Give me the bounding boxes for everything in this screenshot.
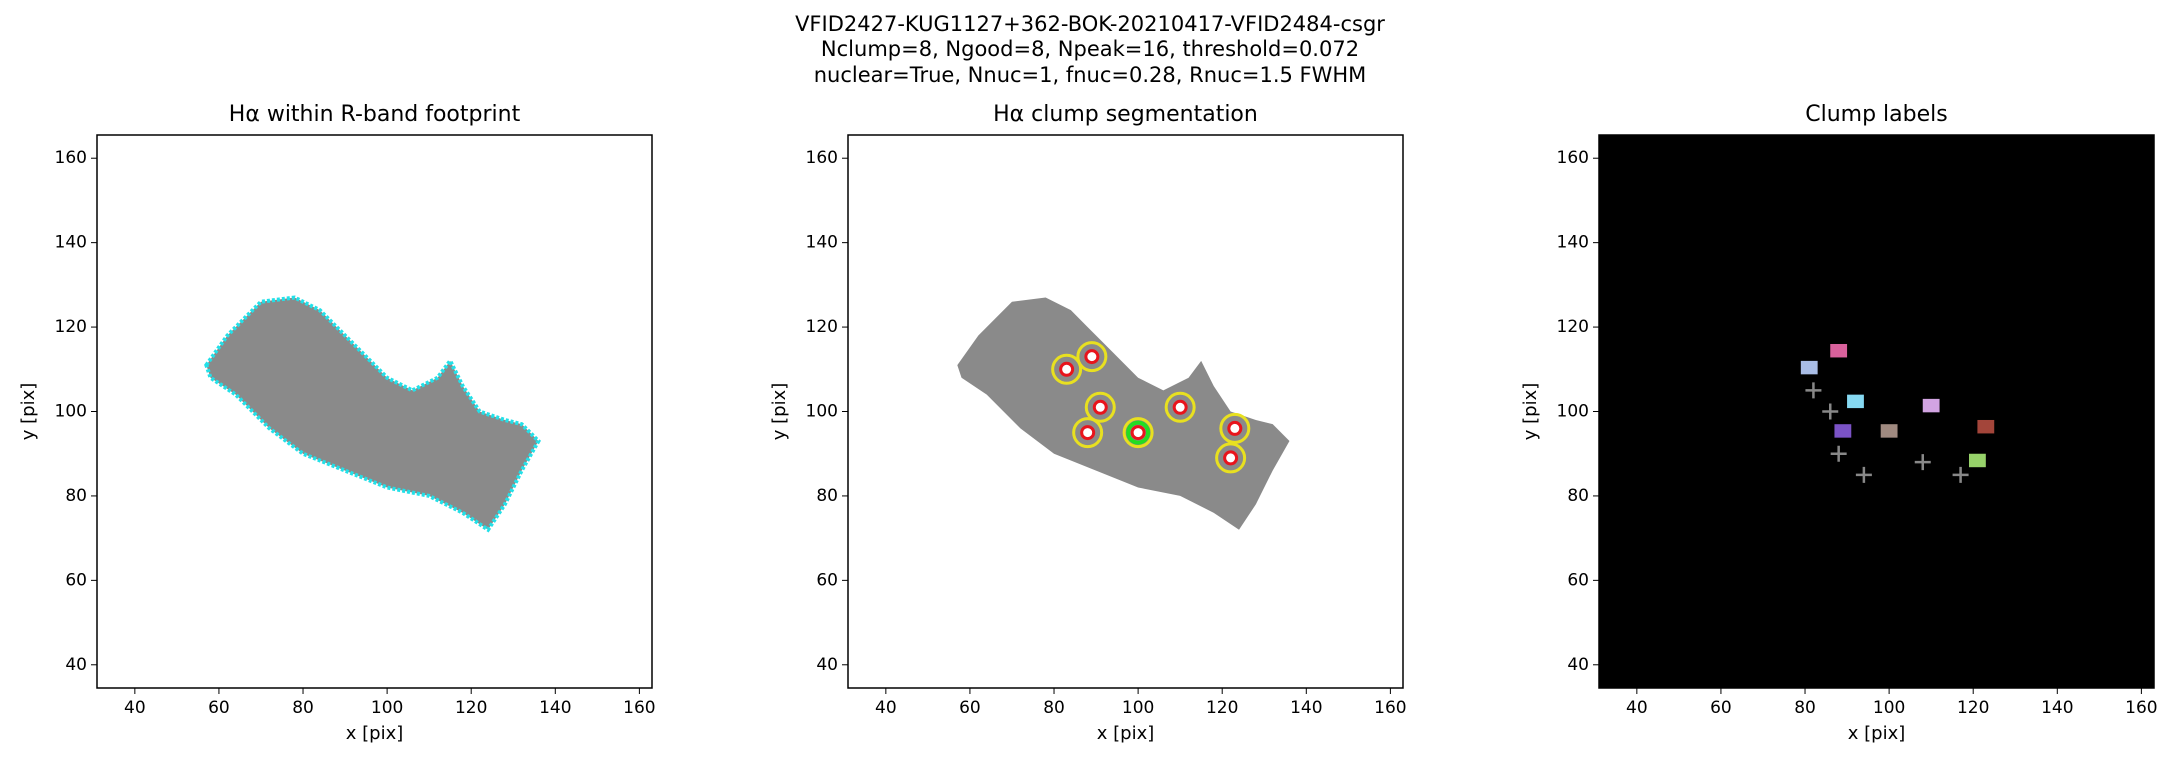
- suptitle: nuclear=True, Nnuc=1, fnuc=0.28, Rnuc=1.…: [814, 63, 1367, 87]
- x-tick-label: 60: [1710, 698, 1732, 718]
- x-tick-label: 160: [2125, 698, 2157, 718]
- cross: [1822, 403, 1839, 420]
- clump-label: [1834, 424, 1852, 438]
- peak: [1092, 399, 1108, 415]
- peak: [1227, 420, 1243, 436]
- x-tick-label: 160: [623, 698, 655, 718]
- x-tick-label: 120: [455, 698, 487, 718]
- footprint: [204, 295, 541, 533]
- clump-label: [1922, 398, 1940, 413]
- x-tick-label: 140: [539, 698, 571, 718]
- footprint: [957, 297, 1290, 530]
- x-tick-label: 80: [292, 698, 314, 718]
- x-axis-label: x [pix]: [346, 723, 404, 744]
- x-tick-label: 140: [1290, 698, 1322, 718]
- y-tick-label: 100: [1557, 402, 1589, 422]
- y-tick-label: 120: [1557, 317, 1589, 337]
- clump-contour: [1164, 391, 1196, 423]
- clump-contour: [1219, 412, 1251, 444]
- cross: [1855, 466, 1872, 483]
- plot-background: [1599, 135, 2154, 688]
- clump-label: [1800, 360, 1818, 375]
- clump-label: [1830, 343, 1848, 358]
- x-tick-label: 40: [124, 698, 146, 718]
- clump-contour: [1122, 417, 1154, 449]
- x-tick-label: 60: [208, 698, 230, 718]
- cross: [1805, 382, 1822, 399]
- clump-contour: [1084, 391, 1116, 423]
- y-tick-label: 40: [65, 655, 87, 675]
- axes-title: Hα clump segmentation: [993, 102, 1258, 127]
- nucleus: [1126, 420, 1151, 445]
- peak: [1130, 425, 1146, 441]
- x-tick-label: 100: [371, 698, 403, 718]
- x-axis-label: x [pix]: [1848, 723, 1906, 744]
- clump-contour: [1076, 341, 1108, 373]
- x-tick-label: 40: [1626, 698, 1648, 718]
- x-tick-label: 80: [1794, 698, 1816, 718]
- clump-label: [1969, 453, 1986, 468]
- y-tick-label: 160: [55, 148, 87, 168]
- peak: [1172, 399, 1188, 415]
- y-tick-label: 140: [806, 233, 838, 253]
- x-tick-label: 100: [1873, 698, 1905, 718]
- x-tick-label: 120: [1957, 698, 1989, 718]
- x-tick-label: 160: [1374, 698, 1406, 718]
- cross: [1952, 466, 1969, 483]
- x-tick-label: 60: [959, 698, 981, 718]
- y-tick-label: 80: [816, 486, 838, 506]
- y-tick-label: 160: [806, 148, 838, 168]
- clump-contour: [1215, 442, 1247, 474]
- y-tick-label: 100: [55, 402, 87, 422]
- clump-label: [1880, 424, 1898, 438]
- clump-contour: [1051, 353, 1083, 385]
- clump-label: [1847, 394, 1864, 409]
- suptitle: Nclump=8, Ngood=8, Npeak=16, threshold=0…: [821, 37, 1359, 61]
- axes-title: Clump labels: [1805, 102, 1947, 127]
- x-tick-label: 120: [1206, 698, 1238, 718]
- clump-contour: [1072, 417, 1104, 449]
- y-axis-label: y [pix]: [18, 383, 39, 441]
- peak: [1059, 361, 1075, 377]
- x-tick-label: 140: [2041, 698, 2073, 718]
- y-tick-label: 40: [1567, 655, 1589, 675]
- peak: [1080, 425, 1096, 441]
- peak: [1223, 450, 1239, 466]
- y-tick-label: 60: [65, 570, 87, 590]
- y-axis-label: y [pix]: [769, 383, 790, 441]
- cross: [1914, 454, 1931, 471]
- cross: [1830, 445, 1847, 462]
- y-tick-label: 160: [1557, 148, 1589, 168]
- x-tick-label: 40: [875, 698, 897, 718]
- clump-label: [1977, 419, 1995, 434]
- x-axis-label: x [pix]: [1097, 723, 1155, 744]
- y-tick-label: 120: [55, 317, 87, 337]
- y-axis-label: y [pix]: [1520, 383, 1541, 441]
- y-tick-label: 100: [806, 402, 838, 422]
- axes-title: Hα within R-band footprint: [229, 102, 521, 127]
- x-tick-label: 100: [1122, 698, 1154, 718]
- y-tick-label: 80: [1567, 486, 1589, 506]
- y-tick-label: 80: [65, 486, 87, 506]
- y-tick-label: 40: [816, 655, 838, 675]
- x-tick-label: 80: [1043, 698, 1065, 718]
- y-tick-label: 120: [806, 317, 838, 337]
- suptitle: VFID2427-KUG1127+362-BOK-20210417-VFID24…: [795, 12, 1385, 36]
- y-tick-label: 60: [1567, 570, 1589, 590]
- y-tick-label: 140: [1557, 233, 1589, 253]
- y-tick-label: 140: [55, 233, 87, 253]
- peak: [1084, 349, 1100, 365]
- y-tick-label: 60: [816, 570, 838, 590]
